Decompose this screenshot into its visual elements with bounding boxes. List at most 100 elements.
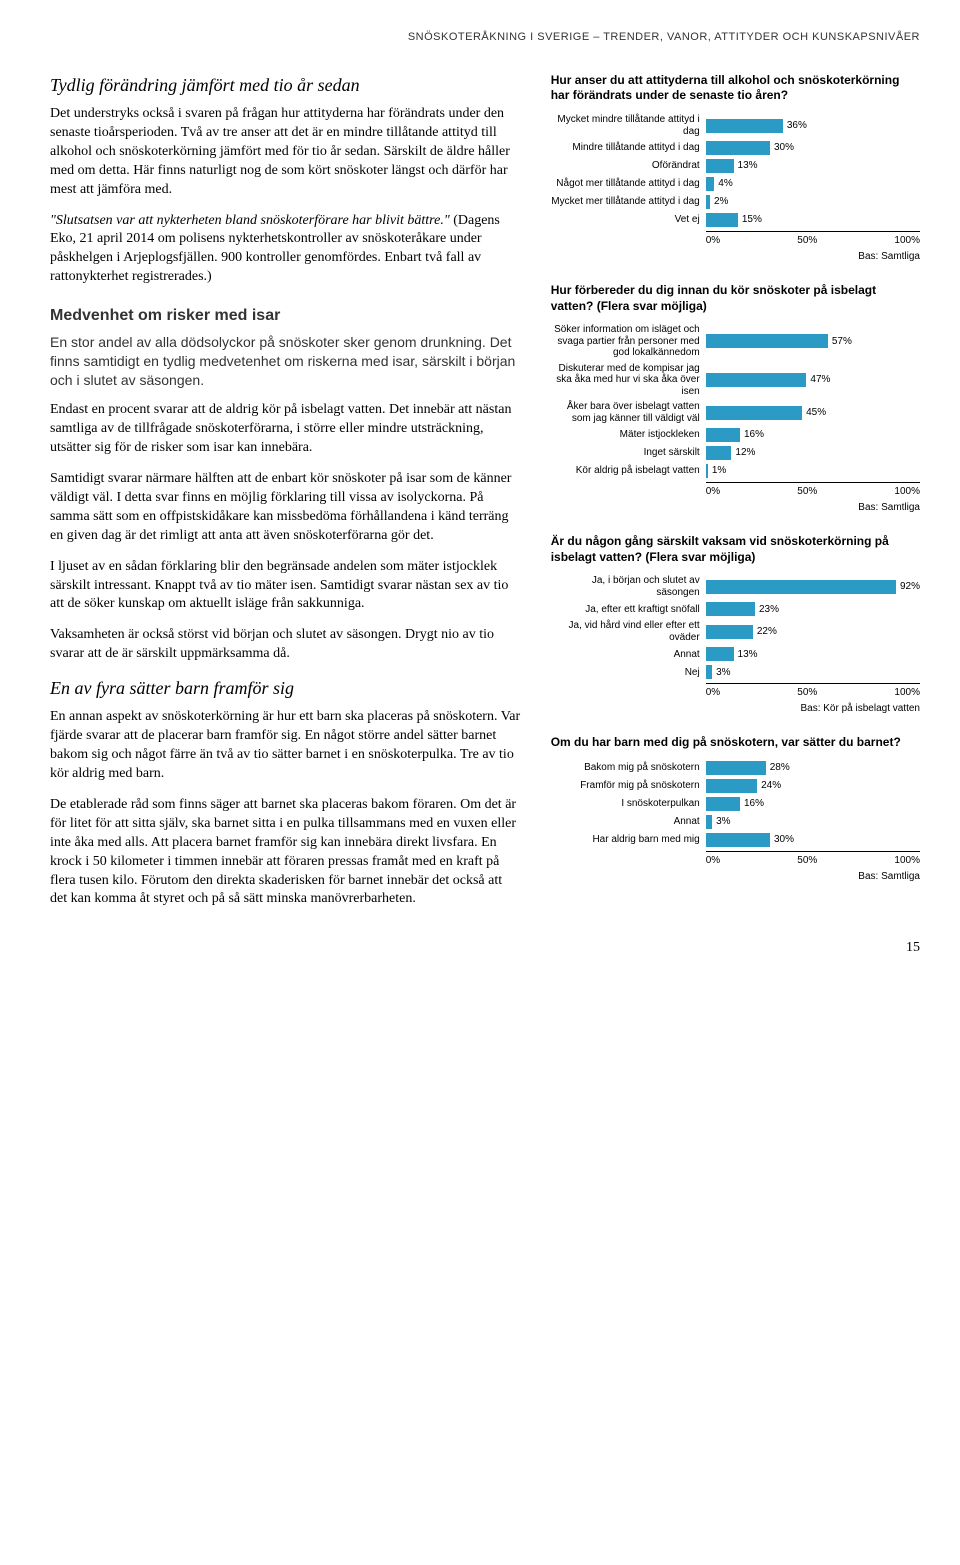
chart-bar-area: 13% — [706, 159, 920, 173]
axis-tick: 100% — [894, 485, 920, 499]
chart-label: Nej — [551, 667, 706, 679]
chart-bar-area: 45% — [706, 406, 920, 420]
chart-base: Bas: Samtliga — [551, 250, 920, 264]
axis-tick: 0% — [706, 854, 720, 868]
axis-tick: 100% — [894, 854, 920, 868]
para-7: Vaksamheten är också störst vid början o… — [50, 626, 523, 664]
chart-label: Bakom mig på snöskotern — [551, 762, 706, 774]
chart-axis: 0%50%100% — [706, 231, 920, 248]
chart-bar-area: 4% — [706, 177, 920, 191]
heading-3: En av fyra sätter barn framför sig — [50, 676, 523, 700]
chart-bar — [706, 177, 715, 191]
chart-row: Mycket mer tillåtande attityd i dag2% — [551, 195, 920, 209]
chart-value: 1% — [712, 464, 726, 478]
chart-title: Är du någon gång särskilt vaksam vid snö… — [551, 534, 920, 565]
chart-label: Ja, efter ett kraftigt snöfall — [551, 604, 706, 616]
chart-bar — [706, 373, 807, 387]
chart-bar-area: 22% — [706, 625, 920, 639]
chart-bar — [706, 119, 783, 133]
chart-block: Är du någon gång särskilt vaksam vid snö… — [551, 534, 920, 715]
chart-bar — [706, 213, 738, 227]
chart-bar-area: 30% — [706, 141, 920, 155]
chart-label: Oförändrat — [551, 160, 706, 172]
columns: Tydlig förändring jämfört med tio år sed… — [50, 73, 920, 921]
chart-bar — [706, 428, 740, 442]
chart-value: 3% — [716, 666, 730, 680]
chart-value: 24% — [761, 779, 781, 793]
chart-value: 12% — [735, 446, 755, 460]
chart-label: Ja, vid hård vind eller efter ett oväder — [551, 620, 706, 643]
chart-bar — [706, 833, 770, 847]
chart-row: Mäter istjockleken16% — [551, 428, 920, 442]
chart-block: Om du har barn med dig på snöskotern, va… — [551, 735, 920, 883]
chart-bar — [706, 195, 710, 209]
chart-row: Har aldrig barn med mig30% — [551, 833, 920, 847]
chart-bar — [706, 580, 896, 594]
chart-bar-area: 2% — [706, 195, 920, 209]
chart-value: 15% — [742, 213, 762, 227]
chart-title: Hur anser du att attityderna till alkoho… — [551, 73, 920, 104]
chart-label: Ja, i början och slutet av säsongen — [551, 575, 706, 598]
chart-row: I snöskoterpulkan16% — [551, 797, 920, 811]
chart-bar — [706, 406, 802, 420]
chart-label: Inget särskilt — [551, 447, 706, 459]
chart-axis: 0%50%100% — [706, 683, 920, 700]
chart-bar-area: 30% — [706, 833, 920, 847]
chart-base: Bas: Samtliga — [551, 501, 920, 515]
chart-row: Kör aldrig på isbelagt vatten 1% — [551, 464, 920, 478]
chart-bar — [706, 779, 757, 793]
chart-bar-area: 16% — [706, 797, 920, 811]
chart-bar — [706, 797, 740, 811]
chart-bar-area: 92% — [706, 580, 920, 594]
para-6: I ljuset av en sådan förklaring blir den… — [50, 558, 523, 615]
para-5: Samtidigt svarar närmare hälften att de … — [50, 470, 523, 546]
chart-value: 3% — [716, 815, 730, 829]
chart-bar — [706, 625, 753, 639]
chart-label: Framför mig på snöskotern — [551, 780, 706, 792]
chart-row: Framför mig på snöskotern 24% — [551, 779, 920, 793]
chart-row: Åker bara över isbelagt vatten som jag k… — [551, 401, 920, 424]
chart-bar — [706, 665, 712, 679]
chart-bar-area: 16% — [706, 428, 920, 442]
chart-bar-area: 28% — [706, 761, 920, 775]
chart-bar — [706, 815, 712, 829]
para-2: "Slutsatsen var att nykterheten bland sn… — [50, 212, 523, 288]
para-9: De etablerade råd som finns säger att ba… — [50, 796, 523, 909]
chart-row: Annat13% — [551, 647, 920, 661]
chart-row: Ja, vid hård vind eller efter ett oväder… — [551, 620, 920, 643]
chart-value: 4% — [718, 177, 732, 191]
para-1: Det understryks också i svaren på frågan… — [50, 105, 523, 199]
chart-bar — [706, 761, 766, 775]
chart-row: Söker information om isläget och svaga p… — [551, 324, 920, 359]
chart-label: Kör aldrig på isbelagt vatten — [551, 465, 706, 477]
chart-row: Oförändrat 13% — [551, 159, 920, 173]
chart-row: Inget särskilt 12% — [551, 446, 920, 460]
quote: "Slutsatsen var att nykterheten bland sn… — [50, 213, 450, 228]
chart-bar — [706, 141, 770, 155]
chart-bar-area: 23% — [706, 602, 920, 616]
chart-label: Annat — [551, 649, 706, 661]
chart-bar-area: 24% — [706, 779, 920, 793]
chart-value: 28% — [770, 761, 790, 775]
chart-bar — [706, 159, 734, 173]
chart-bar-area: 15% — [706, 213, 920, 227]
axis-tick: 50% — [797, 686, 817, 700]
heading-1: Tydlig förändring jämfört med tio år sed… — [50, 73, 523, 97]
axis-tick: 50% — [797, 485, 817, 499]
heading-2: Medvenhet om risker med isar — [50, 305, 523, 327]
chart-value: 30% — [774, 141, 794, 155]
page-header: SNÖSKOTERÅKNING I SVERIGE – TRENDER, VAN… — [50, 30, 920, 45]
chart-label: Mäter istjockleken — [551, 429, 706, 441]
chart-bar — [706, 602, 755, 616]
chart-bar-area: 57% — [706, 334, 920, 348]
axis-tick: 100% — [894, 234, 920, 248]
chart-value: 22% — [757, 625, 777, 639]
chart-value: 16% — [744, 797, 764, 811]
chart-value: 13% — [738, 159, 758, 173]
chart-bar-area: 3% — [706, 815, 920, 829]
right-column: Hur anser du att attityderna till alkoho… — [551, 73, 920, 921]
chart-label: Mycket mer tillåtande attityd i dag — [551, 196, 706, 208]
chart-base: Bas: Samtliga — [551, 870, 920, 884]
chart-label: Diskuterar med de kompisar jag ska åka m… — [551, 363, 706, 398]
chart-axis: 0%50%100% — [706, 482, 920, 499]
